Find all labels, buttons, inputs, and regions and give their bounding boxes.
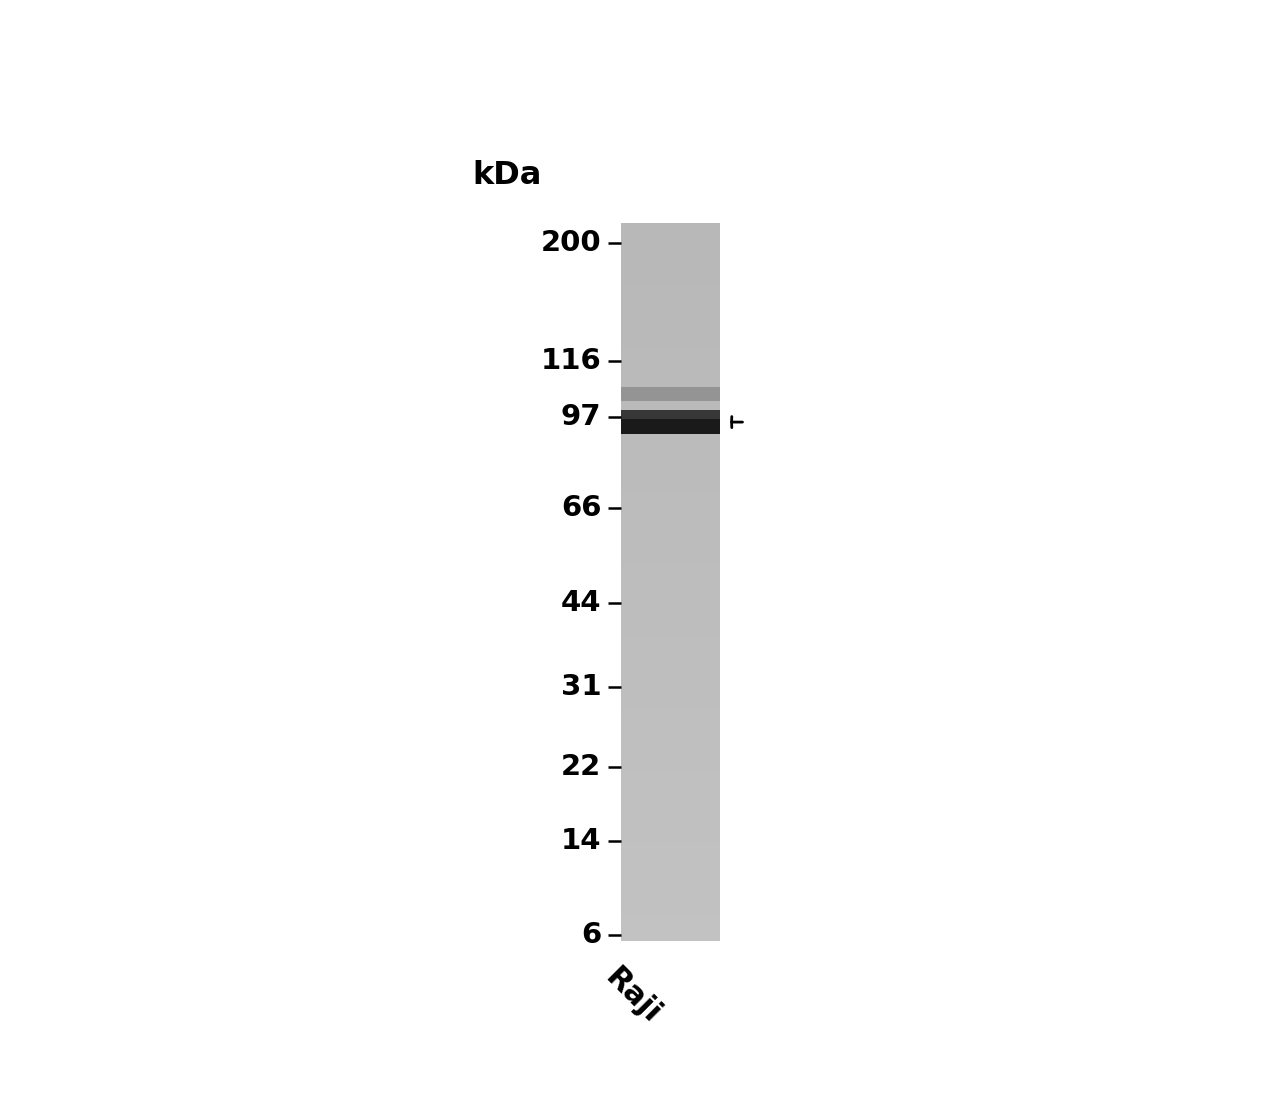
- Bar: [621, 869, 721, 878]
- Bar: [621, 501, 721, 511]
- Bar: [621, 672, 721, 680]
- Bar: [621, 645, 721, 654]
- Text: 22: 22: [561, 754, 602, 781]
- Bar: [621, 680, 721, 689]
- Bar: [621, 375, 721, 384]
- Bar: [621, 689, 721, 698]
- Bar: [621, 313, 721, 322]
- Bar: [621, 591, 721, 599]
- Bar: [621, 618, 721, 627]
- Bar: [621, 654, 721, 663]
- Bar: [621, 232, 721, 241]
- Bar: [621, 842, 721, 851]
- Bar: [621, 322, 721, 331]
- Bar: [621, 403, 721, 412]
- Bar: [621, 410, 721, 434]
- Bar: [621, 340, 721, 349]
- Text: 97: 97: [561, 403, 602, 431]
- Bar: [621, 421, 721, 430]
- Bar: [621, 384, 721, 393]
- Text: 116: 116: [540, 346, 602, 374]
- Bar: [621, 357, 721, 366]
- Bar: [621, 259, 721, 268]
- Bar: [621, 914, 721, 922]
- Bar: [621, 851, 721, 860]
- Bar: [621, 582, 721, 591]
- Bar: [621, 878, 721, 887]
- Bar: [621, 905, 721, 914]
- Text: Raji: Raji: [599, 962, 666, 1029]
- Bar: [621, 223, 721, 232]
- Bar: [621, 761, 721, 770]
- Bar: [621, 295, 721, 304]
- Bar: [621, 825, 721, 834]
- Bar: [621, 304, 721, 313]
- Bar: [621, 546, 721, 555]
- Bar: [621, 815, 721, 825]
- Bar: [621, 806, 721, 815]
- Bar: [621, 627, 721, 636]
- Text: 31: 31: [561, 673, 602, 702]
- Text: kDa: kDa: [472, 161, 541, 191]
- Bar: [621, 779, 721, 788]
- Text: 200: 200: [541, 229, 602, 256]
- Bar: [621, 285, 721, 295]
- Bar: [621, 483, 721, 492]
- Bar: [621, 698, 721, 707]
- Bar: [621, 241, 721, 250]
- Bar: [621, 250, 721, 259]
- Text: 6: 6: [581, 921, 602, 949]
- Bar: [621, 430, 721, 438]
- Bar: [621, 636, 721, 645]
- Bar: [621, 735, 721, 744]
- Bar: [621, 707, 721, 717]
- Bar: [621, 537, 721, 546]
- Bar: [621, 366, 721, 375]
- Bar: [621, 599, 721, 609]
- Bar: [621, 331, 721, 340]
- Bar: [621, 349, 721, 357]
- Bar: [621, 412, 721, 421]
- Text: 44: 44: [561, 589, 602, 617]
- Bar: [621, 663, 721, 672]
- Bar: [621, 922, 721, 932]
- Bar: [621, 896, 721, 905]
- Bar: [621, 609, 721, 618]
- Bar: [621, 564, 721, 573]
- Bar: [621, 268, 721, 276]
- Bar: [621, 276, 721, 285]
- Bar: [621, 465, 721, 474]
- Bar: [621, 726, 721, 735]
- Bar: [621, 456, 721, 465]
- Bar: [621, 887, 721, 896]
- Bar: [621, 447, 721, 456]
- Bar: [621, 788, 721, 797]
- Bar: [621, 834, 721, 842]
- Bar: [621, 474, 721, 483]
- Text: 66: 66: [561, 494, 602, 522]
- Bar: [621, 511, 721, 519]
- Bar: [621, 555, 721, 564]
- Bar: [621, 770, 721, 779]
- Bar: [621, 717, 721, 726]
- Bar: [621, 932, 721, 941]
- Text: 14: 14: [561, 827, 602, 855]
- Bar: [621, 744, 721, 753]
- Bar: [621, 860, 721, 869]
- Bar: [621, 797, 721, 806]
- Bar: [621, 519, 721, 528]
- Bar: [621, 573, 721, 582]
- Bar: [621, 438, 721, 447]
- Bar: [621, 410, 721, 418]
- Bar: [621, 492, 721, 501]
- Bar: [621, 528, 721, 537]
- Bar: [621, 393, 721, 403]
- Bar: [621, 387, 721, 401]
- Bar: [621, 753, 721, 761]
